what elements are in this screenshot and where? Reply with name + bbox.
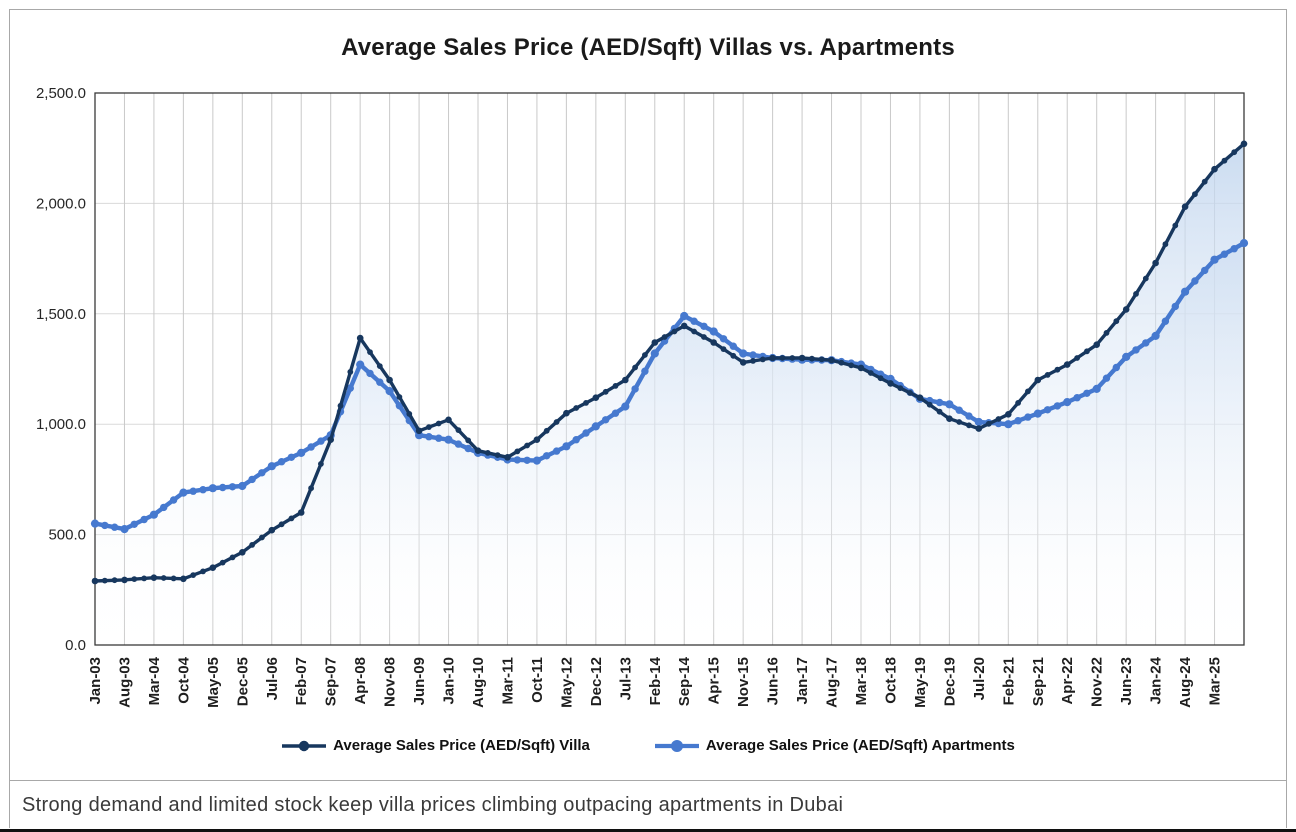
svg-text:Oct-11: Oct-11 (529, 657, 546, 703)
svg-text:Jan-10: Jan-10 (441, 657, 458, 705)
svg-text:Jul-06: Jul-06 (264, 657, 281, 700)
svg-text:Apr-15: Apr-15 (706, 657, 723, 705)
svg-text:Jan-17: Jan-17 (794, 657, 811, 705)
svg-text:Mar-18: Mar-18 (853, 657, 870, 705)
svg-text:Mar-11: Mar-11 (500, 657, 517, 705)
bottom-rule (0, 829, 1296, 832)
svg-text:Dec-12: Dec-12 (588, 657, 605, 706)
svg-text:Apr-08: Apr-08 (352, 657, 369, 705)
svg-text:Sep-21: Sep-21 (1030, 657, 1047, 706)
svg-text:2,500.0: 2,500.0 (36, 85, 86, 102)
legend-item-villa: Average Sales Price (AED/Sqft) Villa (281, 737, 590, 754)
svg-text:May-19: May-19 (912, 657, 929, 708)
svg-text:Jan-03: Jan-03 (87, 657, 104, 705)
svg-text:May-05: May-05 (205, 657, 222, 708)
svg-text:Apr-22: Apr-22 (1059, 657, 1076, 705)
svg-text:Jan-24: Jan-24 (1148, 656, 1165, 704)
svg-text:Jul-20: Jul-20 (971, 657, 988, 700)
svg-text:500.0: 500.0 (48, 527, 86, 544)
svg-text:Jul-13: Jul-13 (617, 657, 634, 700)
svg-text:Feb-14: Feb-14 (647, 656, 664, 705)
svg-text:Sep-07: Sep-07 (323, 657, 340, 706)
svg-text:Jun-16: Jun-16 (765, 657, 782, 705)
svg-text:Feb-07: Feb-07 (293, 657, 310, 705)
svg-text:Aug-10: Aug-10 (470, 657, 487, 708)
svg-text:Dec-05: Dec-05 (234, 657, 251, 706)
svg-text:1,500.0: 1,500.0 (36, 306, 86, 323)
svg-text:Jun-09: Jun-09 (411, 657, 428, 705)
svg-text:Nov-22: Nov-22 (1089, 657, 1106, 707)
chart-title: Average Sales Price (AED/Sqft) Villas vs… (341, 34, 955, 61)
svg-text:Mar-25: Mar-25 (1207, 657, 1224, 705)
chart-caption: Strong demand and limited stock keep vil… (22, 794, 844, 816)
svg-text:Mar-04: Mar-04 (146, 656, 163, 705)
svg-text:Sep-14: Sep-14 (676, 656, 693, 706)
svg-text:Oct-18: Oct-18 (883, 657, 900, 704)
apartments-legend-marker (654, 739, 699, 752)
svg-text:May-12: May-12 (558, 657, 575, 708)
svg-text:Aug-24: Aug-24 (1177, 656, 1194, 707)
chart-legend: Average Sales Price (AED/Sqft) Villa Ave… (0, 737, 1296, 754)
svg-text:Aug-03: Aug-03 (117, 657, 134, 708)
svg-text:Feb-21: Feb-21 (1000, 657, 1017, 705)
svg-text:1,000.0: 1,000.0 (36, 416, 86, 433)
legend-item-apartments: Average Sales Price (AED/Sqft) Apartment… (654, 737, 1015, 754)
svg-text:Dec-19: Dec-19 (941, 657, 958, 706)
svg-text:Aug-17: Aug-17 (824, 657, 841, 708)
legend-label-villa: Average Sales Price (AED/Sqft) Villa (333, 737, 590, 754)
svg-text:0.0: 0.0 (65, 637, 86, 654)
svg-text:Nov-08: Nov-08 (382, 657, 399, 707)
svg-text:2,000.0: 2,000.0 (36, 195, 86, 212)
svg-text:Jun-23: Jun-23 (1118, 657, 1135, 705)
legend-label-apartments: Average Sales Price (AED/Sqft) Apartment… (705, 737, 1015, 754)
svg-text:Nov-15: Nov-15 (735, 657, 752, 707)
chart-bottom-border (9, 780, 1287, 781)
villa-legend-marker (282, 740, 327, 751)
svg-text:Oct-04: Oct-04 (175, 656, 192, 703)
